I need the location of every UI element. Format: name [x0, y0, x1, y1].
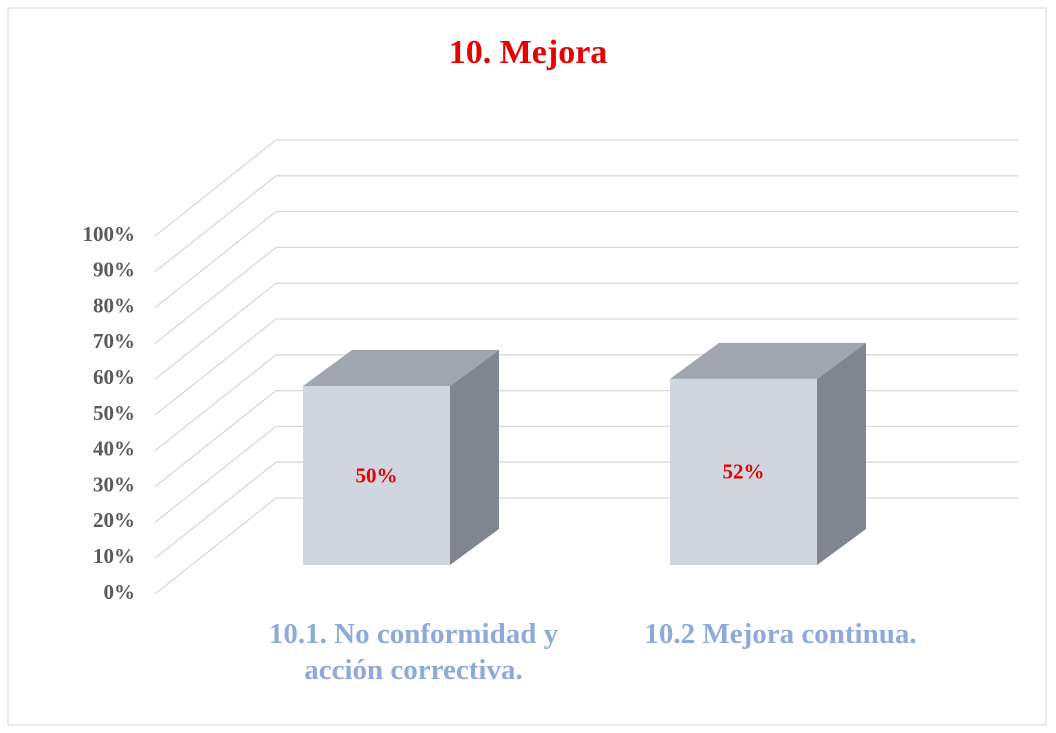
bar-top — [670, 342, 866, 379]
y-tick-label: 90% — [93, 258, 135, 282]
grid-line — [154, 211, 277, 309]
grid-line — [154, 175, 277, 273]
x-tick-label: 10.2 Mejora continua. — [644, 618, 917, 650]
y-tick-label: 10% — [93, 544, 135, 568]
grid-line — [154, 354, 277, 452]
chart-title: 10. Mejora — [449, 34, 608, 71]
grid-line — [154, 246, 277, 344]
data-label: 50% — [356, 463, 398, 487]
grid-line — [154, 461, 277, 559]
bar — [303, 386, 450, 565]
bar-side — [817, 342, 866, 565]
grid-line — [154, 425, 277, 523]
y-tick-label: 30% — [93, 472, 135, 496]
y-tick-label: 40% — [93, 437, 135, 461]
grid-line — [154, 318, 277, 416]
data-label: 52% — [723, 460, 765, 484]
grid-line — [154, 139, 277, 237]
grid-line — [154, 282, 277, 380]
y-tick-label: 100% — [83, 222, 136, 246]
y-tick-label: 0% — [104, 580, 136, 604]
y-tick-label: 70% — [93, 329, 135, 353]
y-tick-label: 50% — [93, 401, 135, 425]
bar-top — [303, 350, 499, 386]
y-tick-label: 80% — [93, 293, 135, 317]
frame — [7, 7, 1047, 726]
grid-line — [154, 390, 277, 488]
y-tick-label: 60% — [93, 365, 135, 389]
y-tick-label: 20% — [93, 508, 135, 532]
x-tick-label: 10.1. No conformidad y acción correctiva… — [268, 618, 559, 686]
grid-line — [154, 497, 277, 595]
bar — [670, 378, 817, 565]
bar-side — [450, 350, 499, 565]
